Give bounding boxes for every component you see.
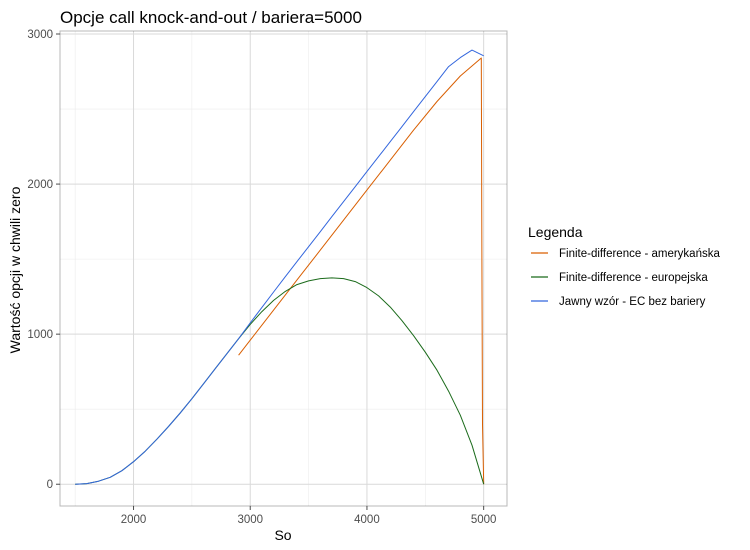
x-tick-label: 4000 (354, 514, 380, 526)
y-tick-label: 1000 (27, 329, 53, 341)
panel-border (59, 30, 508, 507)
x-axis-title: So (274, 527, 291, 543)
plot-area: 2000 3000 4000 5000 0 1000 2000 3000 (27, 29, 508, 526)
legend-title: Legenda (528, 224, 583, 240)
y-tick-label: 3000 (27, 29, 53, 41)
chart-title: Opcje call knock-and-out / bariera=5000 (60, 8, 362, 27)
x-tick-label: 2000 (121, 514, 147, 526)
y-tick-label: 0 (47, 479, 53, 491)
legend: Legenda Finite-difference - amerykańska F… (528, 224, 720, 308)
x-tick-label: 5000 (471, 514, 497, 526)
series-line-3 (75, 49, 484, 485)
legend-label-1: Finite-difference - amerykańska (559, 248, 720, 260)
y-axis-title: Wartość opcji w chwili zero (7, 186, 23, 353)
legend-label-3: Jawny wzór - EC bez bariery (559, 296, 706, 308)
series-line-1 (238, 57, 485, 485)
x-tick-label: 3000 (237, 514, 263, 526)
legend-label-2: Finite-difference - europejska (559, 272, 708, 284)
y-tick-label: 2000 (27, 179, 53, 191)
series-line-2 (75, 277, 485, 485)
